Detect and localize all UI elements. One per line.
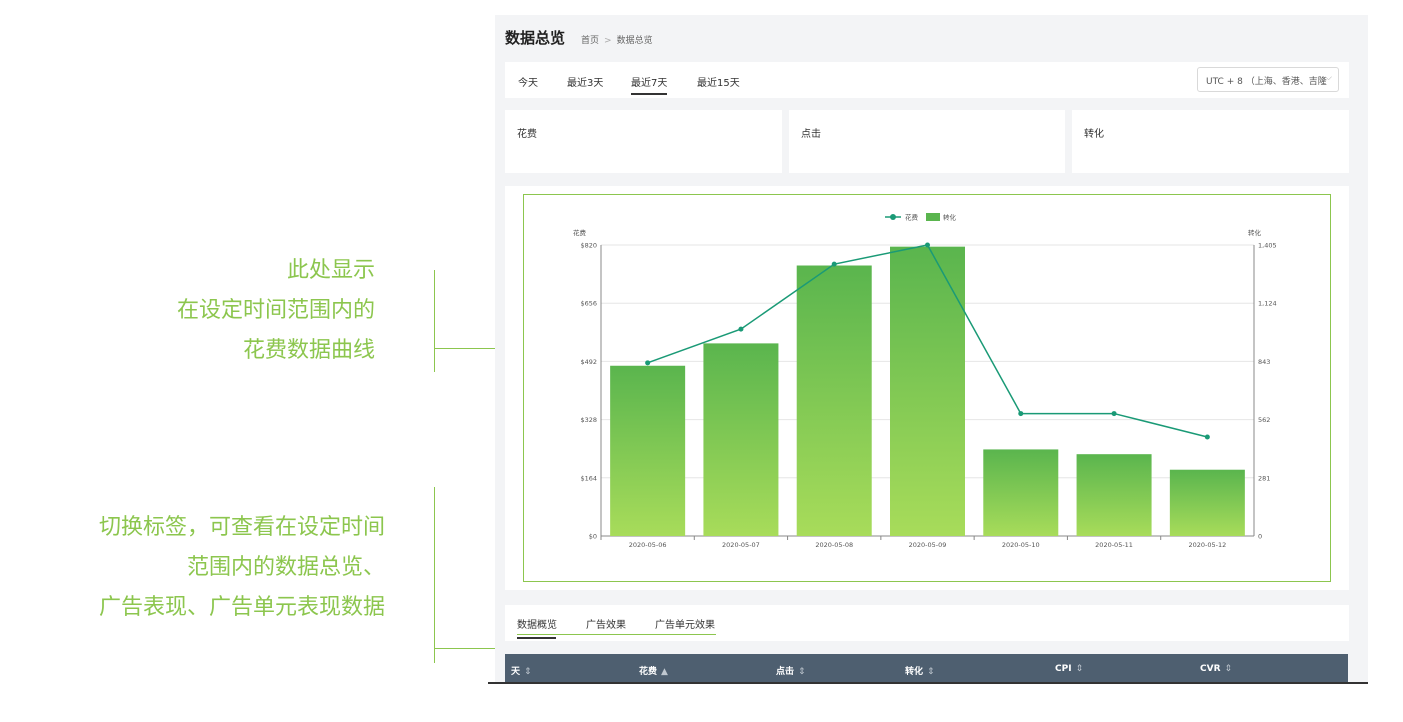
bar	[610, 365, 686, 536]
chart-card: $0 0 $164 281 $328 562 $492 843 $656 1,124 $820 1,4…	[505, 186, 1349, 590]
metric-card-conversions[interactable]: 转化	[1072, 110, 1349, 173]
left-tick-label: $820	[580, 242, 597, 250]
tab-data-overview[interactable]: 数据概览	[517, 620, 557, 631]
left-tick-label: $164	[580, 474, 597, 482]
page-bottom-border	[488, 682, 1368, 684]
annotation-connector	[434, 648, 542, 649]
column-header-cpi[interactable]: CPI ⇕	[1055, 664, 1084, 674]
active-tab-indicator	[631, 93, 667, 95]
left-tick-label: $0	[589, 533, 597, 541]
right-tick-label: 281	[1258, 474, 1270, 482]
sort-icon[interactable]: ⇕	[798, 667, 806, 677]
line-point	[1018, 411, 1024, 417]
metric-label: 点击	[801, 129, 821, 140]
tab-last-7-days[interactable]: 最近7天	[631, 78, 668, 89]
left-tick-label: $492	[580, 358, 597, 366]
line-point	[1111, 411, 1117, 417]
column-header-clicks[interactable]: 点击 ⇕	[776, 667, 806, 677]
annotation-line: 切换标签，可查看在设定时间	[98, 515, 385, 540]
annotation-line: 广告表现、广告单元表现数据	[98, 595, 385, 620]
x-tick-label: 2020-05-10	[1002, 541, 1040, 549]
tabs-highlight-line	[517, 634, 716, 635]
metric-label: 花费	[517, 129, 537, 140]
right-tick-label: 1,124	[1258, 300, 1277, 308]
spend-conversion-chart: $0 0 $164 281 $328 562 $492 843 $656 1,124 $820 1,4…	[573, 213, 1277, 550]
line-point	[738, 326, 744, 332]
column-header-cvr[interactable]: CVR ⇕	[1200, 664, 1233, 674]
bar	[796, 265, 872, 536]
left-tick-label: $656	[580, 300, 597, 308]
annotation-connector	[434, 348, 524, 349]
right-tick-label: 1,405	[1258, 242, 1277, 250]
timezone-select[interactable]: UTC + 8 （上海、香港、吉隆 ⌵	[1197, 67, 1339, 92]
line-point	[831, 261, 837, 267]
legend-bar-swatch	[926, 213, 940, 221]
right-axis-label: 转化	[1248, 228, 1262, 237]
x-tick-label: 2020-05-06	[629, 541, 667, 549]
legend-line-marker	[890, 214, 896, 220]
line-point	[1204, 434, 1210, 440]
sort-icon[interactable]: ⇕	[927, 667, 935, 677]
page-header: 数据总览 首页 > 数据总览	[505, 27, 653, 48]
dashboard-app: 数据总览 首页 > 数据总览 今天 最近3天 最近7天 最近15天 UTC + …	[495, 15, 1368, 682]
x-tick-label: 2020-05-12	[1188, 541, 1226, 549]
column-header-spend[interactable]: 花费 ▲	[639, 667, 668, 677]
table-header: 天 ⇕ 花费 ▲ 点击 ⇕ 转化 ⇕ CPI ⇕ CVR ⇕	[505, 654, 1348, 682]
sort-icon[interactable]: ⇕	[1075, 664, 1084, 674]
line-point	[925, 242, 930, 248]
bar	[703, 343, 779, 536]
bar	[890, 246, 965, 537]
tab-last-3-days[interactable]: 最近3天	[567, 78, 604, 89]
tab-ad-unit-performance[interactable]: 广告单元效果	[655, 620, 715, 631]
annotation-bracket	[434, 487, 435, 663]
annotation-chart: 此处显示 在设定时间范围内的 花费数据曲线	[45, 251, 375, 371]
bar	[1169, 469, 1245, 536]
sort-icon[interactable]: ⇕	[524, 667, 532, 677]
x-tick-label: 2020-05-07	[722, 541, 760, 549]
right-tick-label: 562	[1258, 416, 1270, 424]
annotation-line: 花费数据曲线	[242, 338, 375, 363]
annotation-line: 范围内的数据总览、	[186, 555, 385, 580]
annotation-tabs: 切换标签，可查看在设定时间 范围内的数据总览、 广告表现、广告单元表现数据	[0, 508, 385, 628]
sort-ascending-icon[interactable]: ▲	[661, 667, 668, 677]
legend-label: 花费	[905, 213, 919, 222]
annotation-line: 此处显示	[286, 258, 375, 283]
annotation-bracket	[434, 270, 435, 372]
bar	[983, 449, 1059, 536]
annotation-line: 在设定时间范围内的	[176, 298, 375, 323]
bar	[1076, 454, 1152, 536]
x-tick-label: 2020-05-11	[1095, 541, 1133, 549]
metric-card-spend[interactable]: 花费	[505, 110, 782, 173]
sort-icon[interactable]: ⇕	[1224, 664, 1233, 674]
breadcrumb-current: 数据总览	[616, 36, 653, 46]
tab-last-15-days[interactable]: 最近15天	[697, 78, 740, 89]
line-point	[645, 360, 651, 366]
detail-tabs-bar: 数据概览 广告效果 广告单元效果	[505, 605, 1349, 641]
left-axis-label: 花费	[573, 228, 587, 237]
page-title: 数据总览	[505, 29, 566, 47]
x-tick-label: 2020-05-08	[815, 541, 853, 549]
right-tick-label: 0	[1258, 533, 1262, 541]
tab-ad-performance[interactable]: 广告效果	[586, 620, 626, 631]
breadcrumb-home[interactable]: 首页	[581, 36, 600, 46]
chevron-down-icon: ⌵	[1325, 73, 1332, 83]
column-header-day[interactable]: 天 ⇕	[511, 667, 532, 677]
right-tick-label: 843	[1258, 358, 1270, 366]
chart-highlight-frame	[523, 194, 1331, 582]
breadcrumb-separator: >	[604, 36, 612, 46]
metric-card-clicks[interactable]: 点击	[789, 110, 1065, 173]
legend-label: 转化	[943, 213, 957, 222]
x-tick-label: 2020-05-09	[909, 541, 947, 549]
column-header-conversions[interactable]: 转化 ⇕	[905, 667, 935, 677]
left-tick-label: $328	[580, 416, 597, 424]
timezone-value: UTC + 8 （上海、香港、吉隆	[1206, 77, 1327, 87]
date-range-bar: 今天 最近3天 最近7天 最近15天 UTC + 8 （上海、香港、吉隆 ⌵	[505, 62, 1349, 98]
tab-today[interactable]: 今天	[518, 78, 538, 89]
metric-label: 转化	[1084, 129, 1104, 140]
active-tab-indicator	[517, 637, 556, 639]
